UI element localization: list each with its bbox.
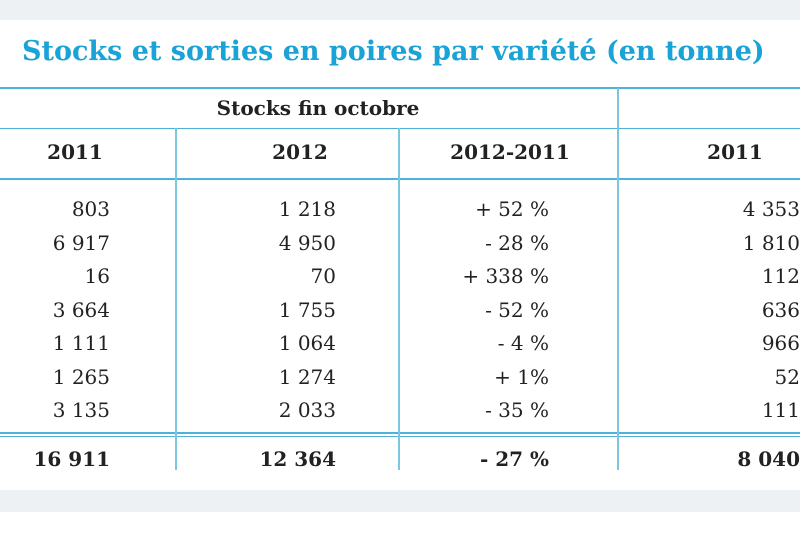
cell: 70	[310, 264, 336, 288]
cell: - 28 %	[485, 230, 549, 255]
cell: 111	[761, 398, 800, 422]
top-band	[0, 0, 800, 20]
cell: - 4 %	[497, 331, 549, 355]
rule	[0, 436, 800, 437]
cell: 636	[761, 297, 800, 322]
column-rule	[617, 88, 619, 470]
cell: 4 353	[742, 197, 800, 221]
column-header: 2012-2011	[450, 140, 570, 164]
column-header: 2012	[272, 140, 328, 164]
cell: - 52 %	[485, 297, 549, 322]
cell: 1 274	[278, 364, 336, 389]
rule	[0, 432, 800, 434]
total-cell: 16 911	[33, 447, 110, 471]
cell: + 1%	[494, 364, 549, 389]
cell: 6 917	[52, 230, 110, 255]
cell: 803	[71, 197, 110, 221]
cell: 3 135	[52, 398, 110, 422]
column-rule	[398, 128, 400, 470]
cell: 1 064	[278, 331, 336, 355]
column-header: 2011	[707, 140, 763, 164]
total-cell: 8 040	[737, 447, 800, 471]
rule	[0, 87, 800, 89]
cell: 16	[84, 264, 110, 288]
bottom-band	[0, 490, 800, 512]
total-cell: 12 364	[259, 447, 336, 471]
total-cell: - 27 %	[479, 447, 549, 471]
cell: 1 218	[278, 197, 336, 221]
cell: 4 950	[278, 230, 336, 255]
cell: 3 664	[52, 297, 110, 322]
cell: 52	[774, 364, 800, 389]
cell: - 35 %	[485, 398, 549, 422]
cell: + 338 %	[462, 264, 549, 288]
rule	[0, 128, 800, 129]
cell: 2 033	[278, 398, 336, 422]
cell: 1 810	[742, 230, 800, 255]
column-rule	[175, 128, 177, 470]
cell: + 52 %	[475, 197, 549, 221]
table-title: Stocks et sorties en poires par variété …	[22, 36, 765, 67]
cell: 1 111	[52, 331, 110, 355]
column-header: 2011	[47, 140, 103, 164]
cell: 966	[761, 331, 800, 355]
group-header: Stocks fin octobre	[216, 96, 420, 120]
rule	[0, 178, 800, 180]
cell: 112	[761, 264, 800, 288]
cell: 1 755	[278, 297, 336, 322]
cell: 1 265	[52, 364, 110, 389]
